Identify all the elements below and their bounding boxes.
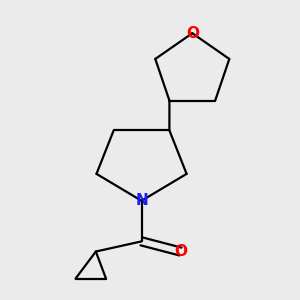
Text: N: N (135, 193, 148, 208)
Text: O: O (174, 244, 187, 259)
Text: O: O (186, 26, 199, 41)
